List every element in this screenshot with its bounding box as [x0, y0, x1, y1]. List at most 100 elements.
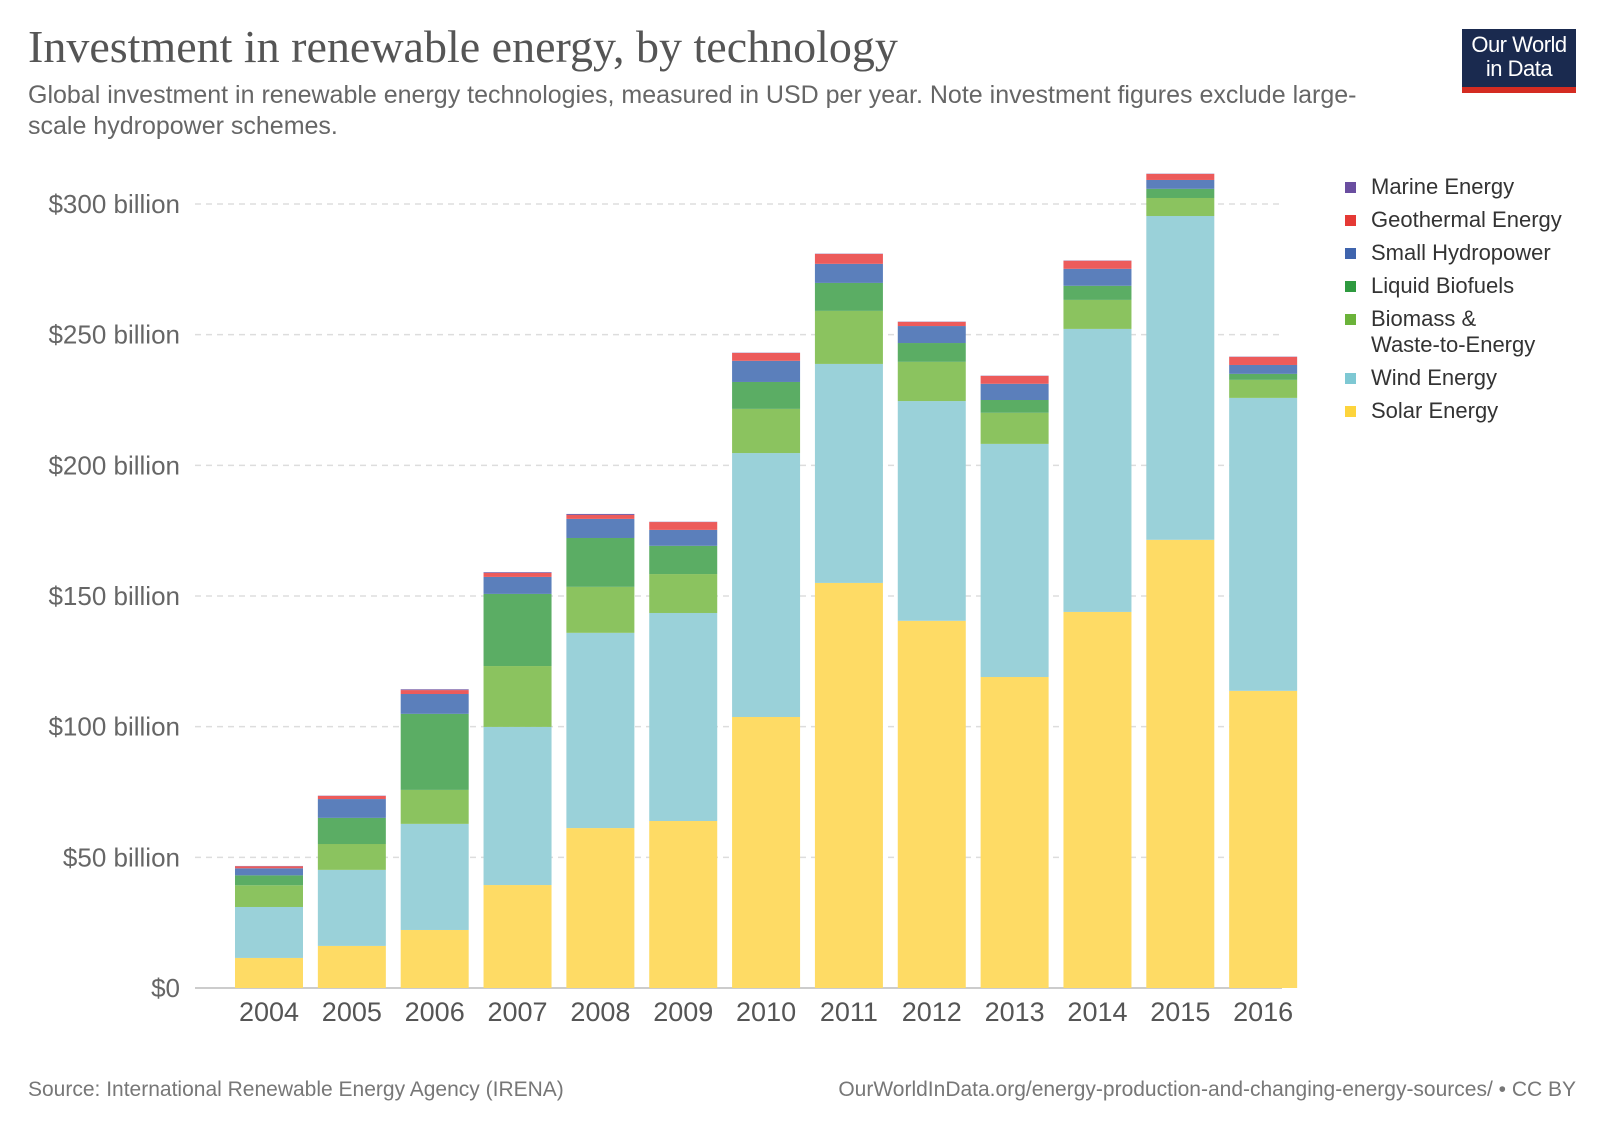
legend-item[interactable]: Solar Energy: [1345, 398, 1600, 424]
bar-segment-geothermal-energy[interactable]: [1063, 260, 1132, 269]
bar-stack-2007[interactable]: [483, 572, 552, 988]
bar-segment-small-hydropower[interactable]: [1146, 179, 1215, 189]
bar-stack-2010[interactable]: [732, 352, 801, 988]
bar-segment-geothermal-energy[interactable]: [400, 690, 469, 694]
bar-segment-marine-energy[interactable]: [566, 513, 635, 515]
bar-segment-small-hydropower[interactable]: [814, 263, 883, 283]
legend-item[interactable]: Geothermal Energy: [1345, 207, 1600, 233]
bar-segment-wind-energy[interactable]: [814, 363, 883, 583]
bar-stack-2014[interactable]: [1063, 260, 1132, 988]
bar-segment-geothermal-energy[interactable]: [483, 573, 552, 577]
bar-segment-geothermal-energy[interactable]: [1146, 173, 1215, 180]
bar-segment-solar-energy[interactable]: [1229, 690, 1298, 988]
bar-segment-liquid-biofuels[interactable]: [980, 400, 1049, 413]
url-license[interactable]: OurWorldInData.org/energy-production-and…: [838, 1078, 1576, 1101]
bar-segment-solar-energy[interactable]: [235, 957, 303, 988]
bar-segment-wind-energy[interactable]: [317, 869, 386, 946]
bar-segment-small-hydropower[interactable]: [400, 694, 469, 714]
bar-segment-liquid-biofuels[interactable]: [1229, 373, 1298, 380]
bar-segment-geothermal-energy[interactable]: [317, 795, 386, 800]
bar-segment-small-hydropower[interactable]: [649, 529, 718, 546]
bar-segment-biomass-waste-to-energy[interactable]: [980, 412, 1049, 444]
bar-stack-2011[interactable]: [814, 253, 883, 988]
bar-segment-solar-energy[interactable]: [566, 828, 635, 988]
bar-segment-liquid-biofuels[interactable]: [400, 713, 469, 790]
bar-segment-liquid-biofuels[interactable]: [814, 282, 883, 311]
bar-segment-small-hydropower[interactable]: [732, 360, 801, 382]
bar-segment-biomass-waste-to-energy[interactable]: [897, 361, 966, 402]
bar-segment-liquid-biofuels[interactable]: [1146, 188, 1215, 198]
bar-segment-solar-energy[interactable]: [317, 945, 386, 988]
bar-stack-2016[interactable]: [1229, 356, 1298, 988]
bar-segment-geothermal-energy[interactable]: [732, 352, 801, 361]
bar-segment-wind-energy[interactable]: [897, 401, 966, 621]
bar-segment-geothermal-energy[interactable]: [814, 253, 883, 264]
bar-segment-wind-energy[interactable]: [1063, 328, 1132, 612]
bar-segment-biomass-waste-to-energy[interactable]: [1146, 197, 1215, 217]
legend-item[interactable]: Liquid Biofuels: [1345, 273, 1600, 299]
bar-segment-biomass-waste-to-energy[interactable]: [1063, 299, 1132, 329]
bar-segment-liquid-biofuels[interactable]: [317, 817, 386, 845]
bar-segment-wind-energy[interactable]: [732, 453, 801, 717]
bar-segment-liquid-biofuels[interactable]: [897, 343, 966, 362]
bar-segment-small-hydropower[interactable]: [235, 868, 303, 876]
bar-segment-biomass-waste-to-energy[interactable]: [814, 310, 883, 364]
bar-segment-biomass-waste-to-energy[interactable]: [1229, 379, 1298, 398]
bar-segment-wind-energy[interactable]: [400, 823, 469, 930]
bar-segment-biomass-waste-to-energy[interactable]: [235, 885, 303, 907]
bar-stack-2005[interactable]: [317, 795, 386, 988]
bar-segment-liquid-biofuels[interactable]: [1063, 285, 1132, 300]
bar-segment-biomass-waste-to-energy[interactable]: [317, 844, 386, 870]
bar-segment-liquid-biofuels[interactable]: [483, 593, 552, 667]
bar-segment-marine-energy[interactable]: [400, 689, 469, 691]
bar-segment-small-hydropower[interactable]: [566, 518, 635, 538]
legend-item[interactable]: Biomass & Waste-to-Energy: [1345, 306, 1600, 358]
bar-stack-2006[interactable]: [400, 689, 469, 988]
bar-segment-small-hydropower[interactable]: [980, 383, 1049, 400]
bar-stack-2012[interactable]: [897, 321, 966, 988]
bar-segment-liquid-biofuels[interactable]: [235, 875, 303, 886]
bar-segment-solar-energy[interactable]: [732, 716, 801, 988]
bar-segment-wind-energy[interactable]: [649, 612, 718, 822]
bar-stack-2015[interactable]: [1146, 173, 1215, 988]
bar-segment-wind-energy[interactable]: [1229, 397, 1298, 691]
bar-segment-solar-energy[interactable]: [649, 821, 718, 988]
bar-segment-wind-energy[interactable]: [980, 443, 1049, 678]
bar-segment-wind-energy[interactable]: [1146, 216, 1215, 540]
bar-segment-solar-energy[interactable]: [1063, 611, 1132, 988]
bar-segment-solar-energy[interactable]: [483, 885, 552, 988]
bar-segment-geothermal-energy[interactable]: [1229, 356, 1298, 365]
bar-stack-2004[interactable]: [235, 865, 303, 988]
bar-segment-biomass-waste-to-energy[interactable]: [649, 574, 718, 613]
legend-item[interactable]: Small Hydropower: [1345, 240, 1600, 266]
bar-segment-solar-energy[interactable]: [814, 582, 883, 988]
bar-segment-geothermal-energy[interactable]: [649, 522, 718, 530]
bar-segment-small-hydropower[interactable]: [1229, 364, 1298, 374]
bar-stack-2008[interactable]: [566, 513, 635, 988]
bar-segment-small-hydropower[interactable]: [897, 326, 966, 344]
bar-segment-small-hydropower[interactable]: [1063, 268, 1132, 286]
bar-segment-solar-energy[interactable]: [980, 677, 1049, 988]
bar-segment-geothermal-energy[interactable]: [566, 514, 635, 519]
bar-segment-biomass-waste-to-energy[interactable]: [400, 789, 469, 824]
legend-item[interactable]: Wind Energy: [1345, 365, 1600, 391]
bar-segment-wind-energy[interactable]: [235, 906, 303, 958]
bar-stack-2013[interactable]: [980, 375, 1049, 988]
bar-segment-liquid-biofuels[interactable]: [732, 381, 801, 409]
bar-segment-biomass-waste-to-energy[interactable]: [483, 666, 552, 727]
bar-segment-small-hydropower[interactable]: [483, 576, 552, 594]
bar-segment-liquid-biofuels[interactable]: [566, 537, 635, 587]
owid-logo[interactable]: Our World in Data: [1462, 29, 1576, 93]
bar-segment-solar-energy[interactable]: [1146, 539, 1215, 988]
bar-segment-small-hydropower[interactable]: [317, 799, 386, 818]
bar-segment-biomass-waste-to-energy[interactable]: [732, 408, 801, 454]
bar-segment-geothermal-energy[interactable]: [897, 321, 966, 327]
bar-stack-2009[interactable]: [649, 521, 718, 988]
legend-item[interactable]: Marine Energy: [1345, 174, 1600, 200]
bar-segment-liquid-biofuels[interactable]: [649, 545, 718, 575]
bar-segment-biomass-waste-to-energy[interactable]: [566, 586, 635, 633]
bar-segment-solar-energy[interactable]: [400, 929, 469, 988]
bar-segment-marine-energy[interactable]: [483, 572, 552, 574]
bar-segment-solar-energy[interactable]: [897, 620, 966, 988]
bar-segment-geothermal-energy[interactable]: [980, 375, 1049, 384]
